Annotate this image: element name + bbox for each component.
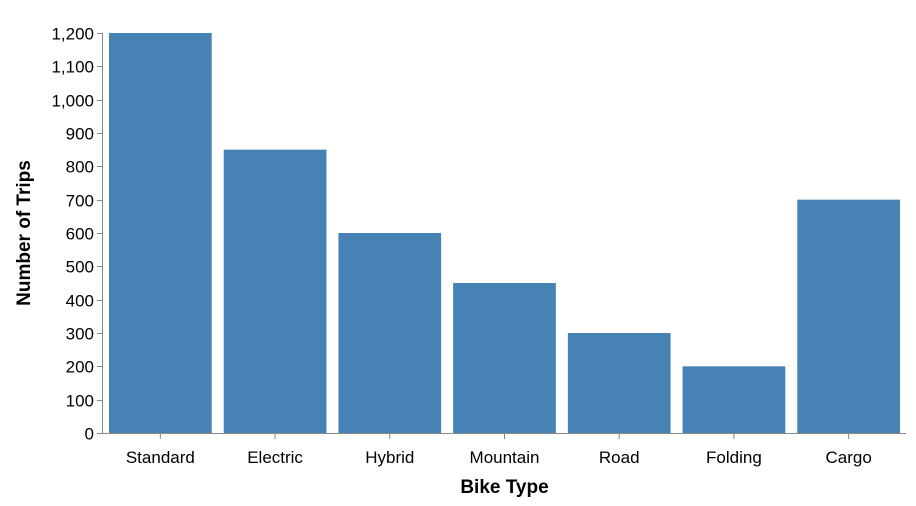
y-tick-label: 1,000 bbox=[51, 92, 94, 111]
y-tick-label: 800 bbox=[66, 158, 94, 177]
y-tick-label: 1,200 bbox=[51, 25, 94, 44]
y-tick-label: 500 bbox=[66, 258, 94, 277]
x-tick-label-road: Road bbox=[599, 448, 640, 467]
y-ticks-group: 0 100 200 300 400 500 600 700 800 900 1,000 1,100 1,… bbox=[51, 25, 103, 444]
bar-mountain bbox=[453, 283, 556, 433]
bar-electric bbox=[223, 149, 327, 433]
bars-group bbox=[109, 33, 900, 433]
x-tick-label-mountain: Mountain bbox=[470, 448, 540, 467]
y-tick-label: 900 bbox=[66, 125, 94, 144]
y-axis-title: Number of Trips bbox=[14, 160, 35, 306]
y-tick-label: 200 bbox=[66, 358, 94, 377]
x-axis-title: Bike Type bbox=[460, 477, 548, 498]
bar-road bbox=[567, 333, 671, 433]
bar-standard bbox=[109, 33, 212, 433]
x-tick-label-electric: Electric bbox=[247, 448, 303, 467]
x-tick-label-folding: Folding bbox=[706, 448, 762, 467]
bar-folding bbox=[682, 366, 786, 433]
y-tick-label: 600 bbox=[66, 225, 94, 244]
y-tick-label: 100 bbox=[66, 392, 94, 411]
x-tick-label-standard: Standard bbox=[126, 448, 195, 467]
x-ticks-group: Standard Electric Hybrid Mountain Road Foldin… bbox=[126, 433, 872, 467]
x-tick-label-hybrid: Hybrid bbox=[365, 448, 414, 467]
y-tick-label: 400 bbox=[66, 292, 94, 311]
bar-cargo bbox=[797, 199, 900, 433]
y-tick-label: 1,100 bbox=[51, 58, 94, 77]
x-tick-label-cargo: Cargo bbox=[825, 448, 871, 467]
x-axis: Standard Electric Hybrid Mountain Road Foldin… bbox=[102, 433, 906, 467]
y-tick-label: 700 bbox=[66, 192, 94, 211]
bar-hybrid bbox=[338, 233, 442, 433]
y-tick-label: 0 bbox=[85, 425, 94, 444]
y-tick-label: 300 bbox=[66, 325, 94, 344]
y-axis: 0 100 200 300 400 500 600 700 800 900 1,000 1,100 1,… bbox=[51, 25, 103, 444]
